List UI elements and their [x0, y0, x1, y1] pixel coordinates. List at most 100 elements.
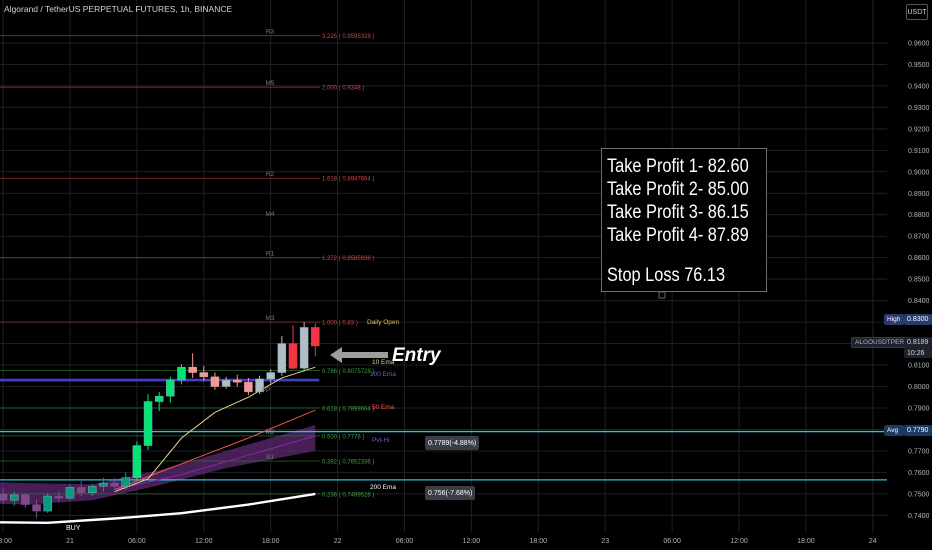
pivot-label: R1: [266, 251, 275, 258]
x-axis-tick-label: 18:00: [797, 538, 815, 545]
y-axis-tick-label: 0.7500: [908, 491, 930, 498]
candle-body: [188, 366, 197, 373]
candle-body: [21, 494, 30, 505]
entry-arrow-icon: [330, 347, 388, 363]
daily-open-label: Daily Open: [367, 319, 400, 326]
y-axis-tick-label: 0.9600: [908, 40, 930, 47]
pivot-label: M4: [265, 211, 274, 218]
candle-body: [132, 445, 142, 478]
ema10-label: 10 Ema: [372, 359, 395, 366]
bar-pct-tag-lower: 0.756(-7.68%): [425, 486, 476, 500]
ema200-line: [0, 492, 316, 525]
avg-tag-value: 0.7790: [904, 425, 932, 436]
candle-body: [266, 372, 275, 380]
y-axis-tick-label: 0.8400: [908, 298, 930, 305]
x-axis-tick-label: 06:00: [396, 538, 414, 545]
candle-body: [233, 379, 242, 383]
y-axis-tick-label: 0.9000: [908, 169, 930, 176]
fib-level-label: 2.000 ( 0.9348 ): [322, 86, 364, 92]
y-axis-tick-label: 0.8100: [908, 363, 930, 370]
y-axis-tick-label: 0.8500: [908, 277, 930, 284]
y-axis-tick-label: 0.9400: [908, 83, 930, 90]
fib-level-label: 1.272 ( 0.8585936 ): [322, 256, 374, 262]
pivot-label: R3: [266, 29, 275, 36]
candle-body: [244, 381, 253, 393]
fib-level-label: 3.225 ( 0.9595328 ): [322, 34, 374, 40]
x-axis-tick-label: 24: [869, 538, 877, 545]
candle-body: [210, 376, 220, 387]
anchor-marker: [658, 291, 666, 299]
y-axis-tick-label: 0.8700: [908, 234, 930, 241]
x-axis-tick-label: 22: [334, 538, 342, 545]
chart-title: Algorand / TetherUS PERPETUAL FUTURES, 1…: [4, 4, 233, 14]
y-axis-tick-label: 0.9200: [908, 126, 930, 133]
ema200-label: 200 Ema: [370, 484, 396, 491]
candle-body: [10, 494, 19, 501]
high-tag-label: High: [884, 314, 904, 325]
y-axis-tick-label: 0.9300: [908, 105, 930, 112]
candle-body: [311, 327, 320, 347]
entry-label: Entry: [392, 345, 441, 366]
take-profit-box: Take Profit 1- 82.60 Take Profit 2- 85.0…: [601, 148, 767, 292]
y-axis-tick-label: 0.7600: [908, 470, 930, 477]
fib-level-label: 0.500 ( 0.7776 ): [322, 434, 364, 440]
fib-level-label: 1.000 ( 0.83 ): [322, 321, 358, 327]
fib-level-label: 0.786 ( 0.8075728 ): [322, 369, 374, 375]
pivot-label: R2: [266, 171, 275, 178]
y-axis-tick-label: 0.8600: [908, 255, 930, 262]
stop-loss: Stop Loss 76.13: [607, 265, 726, 286]
ema50-line: [114, 409, 316, 491]
candle-body: [76, 487, 86, 494]
y-axis-tick-label: 0.7400: [908, 513, 930, 520]
candle-body: [65, 487, 75, 499]
avg-tag-label: Avg: [884, 425, 904, 436]
candle-body: [221, 379, 231, 387]
pp-label: PP: [262, 387, 271, 394]
take-profit-2: Take Profit 2- 85.00: [607, 179, 749, 200]
y-axis-tick-label: 0.8800: [908, 212, 930, 219]
candle-body: [255, 378, 264, 393]
pivot-label: M5: [265, 80, 274, 87]
pivot-label: M3: [265, 315, 274, 322]
candle-body: [0, 493, 8, 501]
take-profit-1: Take Profit 1- 82.60: [607, 156, 749, 177]
high-tag-value: 0.8300: [904, 314, 932, 325]
x-axis-tick-label: 12:00: [463, 538, 481, 545]
currency-badge[interactable]: USDT: [906, 4, 928, 20]
candle-body: [99, 482, 108, 487]
ema50-label: 50 Ema: [372, 404, 395, 411]
candle-body: [54, 495, 64, 499]
ema100-line: [114, 435, 316, 491]
candle-body: [166, 379, 175, 397]
candle-body: [43, 495, 52, 512]
y-axis-tick-label: 0.8000: [908, 384, 930, 391]
fib-level-label: 0.236 ( 0.7499528 ): [322, 492, 374, 498]
y-axis-tick-label: 0.7900: [908, 405, 930, 412]
x-axis-tick-label: 12:00: [195, 538, 213, 545]
fib-level-label: 0.618 ( 0.7899664 ): [322, 406, 374, 412]
bar-pct-tag-upper: 0.7789(-4.88%): [425, 436, 480, 450]
x-axis-tick-label: 06:00: [128, 538, 146, 545]
x-axis-tick-label: 18:00: [262, 538, 280, 545]
x-axis-tick-label: 18:00: [530, 538, 548, 545]
candle-body: [143, 401, 153, 446]
candle-body: [154, 395, 164, 402]
x-axis-tick-label: 12:00: [730, 538, 748, 545]
candle-body: [32, 504, 41, 512]
take-profit-3: Take Profit 3- 86.15: [607, 202, 749, 223]
candle-body: [177, 366, 186, 381]
pivot-label: M2: [265, 429, 274, 436]
y-axis-tick-label: 0.8900: [908, 191, 930, 198]
buy-label: BUY: [66, 525, 81, 532]
candle-body: [288, 343, 298, 369]
candle-body: [199, 372, 209, 378]
fib-level-label: 0.382 ( 0.7652336 ): [322, 460, 374, 466]
candle-body: [88, 486, 97, 494]
y-axis-tick-label: 0.7700: [908, 448, 930, 455]
y-axis-tick-label: 0.9100: [908, 148, 930, 155]
ema10-line: [114, 366, 316, 493]
y-axis-tick-label: 0.9500: [908, 62, 930, 69]
candle-body: [299, 327, 309, 369]
candle-body: [277, 343, 287, 373]
